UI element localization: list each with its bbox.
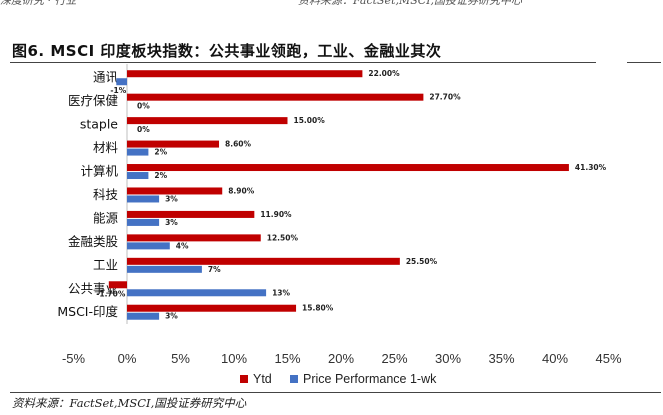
category-label: 能源	[93, 210, 119, 225]
x-tick-label: 35%	[488, 351, 514, 366]
title-rule-right	[627, 62, 661, 63]
ytd-bar	[127, 164, 569, 172]
ytd-bar	[127, 257, 400, 265]
figure-title: 图6. MSCI 印度板块指数：公共事业领跑，工业、金融业其次	[12, 42, 442, 60]
ytd-bar	[108, 281, 127, 289]
cropped-header: 深度研究 · 行业 资料来源：FactSet,MSCI,国投证券研究中心	[0, 0, 663, 8]
legend-swatch-ytd	[240, 375, 248, 383]
header-right-text: 资料来源：FactSet,MSCI,国投证券研究中心	[298, 0, 523, 7]
figure-title-row: 图6. MSCI 印度板块指数：公共事业领跑，工业、金融业其次	[0, 38, 663, 62]
weekly-data-label: -1%	[110, 86, 126, 95]
ytd-bar	[127, 70, 363, 78]
weekly-data-label: 0%	[137, 125, 150, 134]
weekly-data-label: 3%	[165, 312, 178, 321]
ytd-data-label: 41.30%	[575, 163, 607, 172]
weekly-bar	[127, 148, 149, 156]
x-tick-label: 40%	[542, 351, 568, 366]
legend-item-weekly: Price Performance 1-wk	[290, 372, 436, 386]
x-tick-label: -5%	[62, 351, 86, 366]
ytd-data-label: 8.90%	[228, 186, 255, 195]
weekly-bar	[116, 78, 127, 86]
category-label: 计算机	[80, 164, 118, 179]
source-note: 资料来源：FactSet,MSCI,国投证券研究中心	[12, 396, 247, 410]
weekly-bar	[127, 218, 160, 226]
category-label: 工业	[93, 257, 118, 272]
weekly-bar	[127, 172, 149, 180]
weekly-data-label: 2%	[154, 148, 167, 157]
category-label: 医疗保健	[68, 93, 119, 108]
weekly-bar	[127, 312, 160, 320]
x-tick-label: 0%	[118, 351, 137, 366]
weekly-data-label: 3%	[165, 194, 178, 203]
source-rule	[10, 392, 661, 393]
ytd-bar	[127, 304, 297, 312]
ytd-data-label: 8.60%	[225, 140, 252, 149]
category-label: 金融类股	[68, 234, 119, 249]
weekly-data-label: 7%	[208, 265, 221, 274]
ytd-bar	[127, 140, 220, 148]
ytd-data-label: 15.80%	[302, 304, 334, 313]
category-label: MSCI-印度	[57, 304, 118, 319]
ytd-bar	[127, 210, 255, 218]
x-tick-label: 5%	[171, 351, 190, 366]
ytd-data-label: 15.00%	[294, 116, 326, 125]
weekly-data-label: 2%	[154, 171, 167, 180]
category-label: 材料	[93, 140, 119, 155]
ytd-bar	[127, 117, 288, 125]
ytd-bar	[127, 93, 424, 101]
ytd-data-label: 27.70%	[429, 93, 461, 102]
ytd-data-label: -1.70%	[96, 289, 126, 298]
ytd-bar	[127, 187, 223, 195]
ytd-data-label: 12.50%	[267, 233, 299, 242]
weekly-data-label: 13%	[272, 288, 290, 297]
legend-label-ytd: Ytd	[253, 372, 272, 386]
header-left-text: 深度研究 · 行业	[0, 0, 77, 7]
category-label: 科技	[93, 187, 119, 202]
legend: Ytd Price Performance 1-wk	[0, 372, 663, 388]
legend-label-weekly: Price Performance 1-wk	[303, 372, 437, 386]
ytd-data-label: 25.50%	[406, 257, 438, 266]
title-rule	[10, 62, 596, 63]
category-label: 公共事业	[68, 281, 118, 296]
x-tick-label: 25%	[381, 351, 407, 366]
legend-item-ytd: Ytd	[240, 372, 272, 386]
x-tick-label: 15%	[274, 351, 300, 366]
weekly-bar	[127, 242, 170, 250]
x-tick-label: 20%	[328, 351, 354, 366]
legend-swatch-weekly	[290, 375, 298, 383]
ytd-bar	[127, 234, 261, 242]
weekly-bar	[127, 195, 160, 203]
weekly-bar	[127, 289, 267, 297]
weekly-data-label: 0%	[137, 102, 150, 111]
weekly-bar	[127, 265, 202, 273]
weekly-data-label: 3%	[165, 218, 178, 227]
weekly-data-label: 4%	[176, 241, 189, 250]
x-tick-label: 45%	[595, 351, 621, 366]
x-tick-label: 10%	[221, 351, 247, 366]
ytd-data-label: 22.00%	[368, 69, 400, 78]
category-label: 通讯	[93, 70, 119, 85]
x-tick-label: 30%	[435, 351, 461, 366]
category-label: staple	[80, 117, 118, 132]
ytd-data-label: 11.90%	[260, 210, 292, 219]
